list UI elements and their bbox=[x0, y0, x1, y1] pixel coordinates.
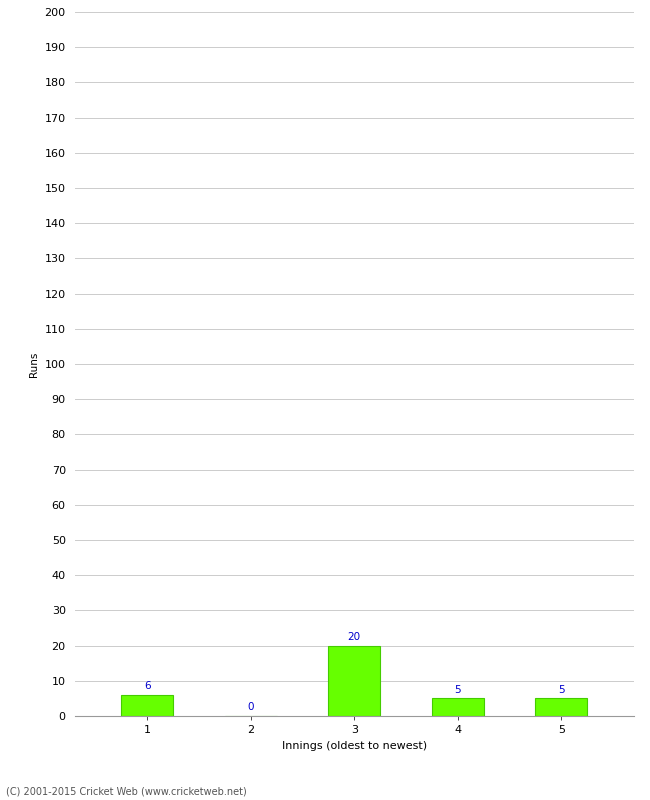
Bar bbox=[536, 698, 587, 716]
Text: 0: 0 bbox=[248, 702, 254, 713]
Text: 5: 5 bbox=[558, 685, 565, 695]
Text: 20: 20 bbox=[348, 632, 361, 642]
Text: 6: 6 bbox=[144, 682, 151, 691]
Bar bbox=[328, 646, 380, 716]
X-axis label: Innings (oldest to newest): Innings (oldest to newest) bbox=[281, 741, 427, 750]
Y-axis label: Runs: Runs bbox=[29, 351, 39, 377]
Text: 5: 5 bbox=[454, 685, 461, 695]
Bar bbox=[122, 695, 173, 716]
Bar bbox=[432, 698, 484, 716]
Text: (C) 2001-2015 Cricket Web (www.cricketweb.net): (C) 2001-2015 Cricket Web (www.cricketwe… bbox=[6, 786, 247, 796]
